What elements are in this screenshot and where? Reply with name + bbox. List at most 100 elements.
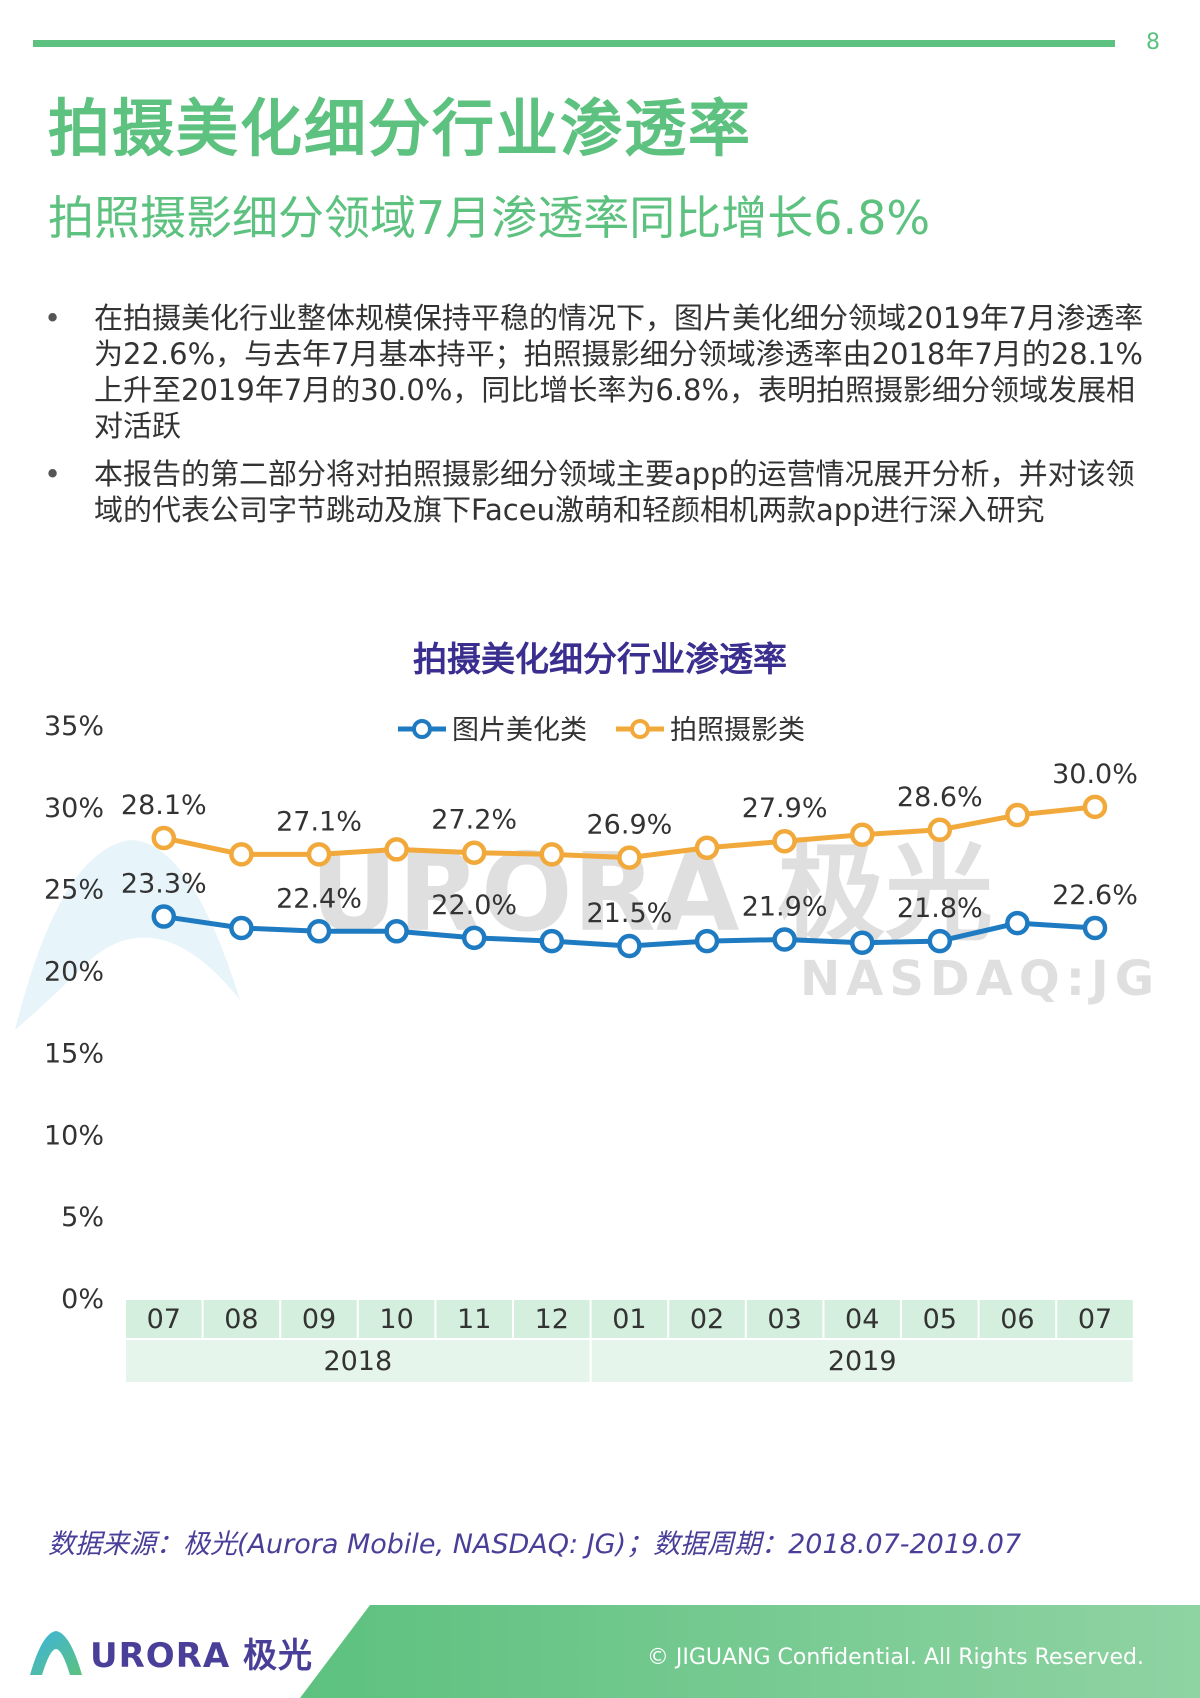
bullet-dot-icon: •: [44, 301, 62, 335]
x-tick-label: 06: [1000, 1304, 1034, 1335]
x-group-cell: [591, 1340, 1133, 1382]
bullet-list: • 在拍摄美化行业整体规模保持平稳的情况下，图片美化细分领域2019年7月渗透率为…: [44, 300, 1154, 540]
data-label: 21.8%: [897, 893, 983, 924]
y-tick-label: 30%: [44, 793, 104, 824]
y-tick-label: 10%: [44, 1120, 104, 1151]
data-point: [1082, 794, 1108, 820]
x-group-label: 2019: [828, 1346, 897, 1377]
legend-label: 图片美化类: [452, 715, 587, 746]
x-tick-label: 10: [379, 1304, 413, 1335]
legend-label: 拍照摄影类: [670, 715, 805, 746]
y-tick-label: 25%: [44, 875, 104, 906]
footer-logo-text: URORA 极光: [90, 1635, 314, 1676]
data-label: 21.5%: [587, 898, 673, 929]
x-tick-label: 07: [147, 1304, 181, 1335]
footer-copyright: © JIGUANG Confidential. All Rights Reser…: [646, 1645, 1144, 1670]
bullet-dot-icon: •: [44, 457, 62, 491]
data-point: [617, 845, 642, 870]
x-tick-cell: [824, 1300, 900, 1338]
chart-title: 拍摄美化细分行业渗透率: [413, 640, 787, 680]
watermark-aurora-icon: [15, 840, 240, 1030]
data-point: [772, 927, 797, 952]
data-label: 23.3%: [121, 869, 207, 900]
legend-marker: [630, 719, 650, 739]
x-tick-label: 01: [612, 1304, 646, 1335]
chart-legend: 图片美化类 拍照摄影类: [398, 715, 805, 746]
data-point: [927, 928, 953, 954]
x-tick-label: 07: [1078, 1304, 1112, 1335]
top-rule: [33, 40, 1115, 47]
data-label: 30.0%: [1052, 759, 1138, 790]
legend-marker: [412, 719, 432, 739]
data-point: [461, 925, 487, 951]
page-subtitle: 拍照摄影细分领域7月渗透率同比增长6.8%: [48, 191, 931, 245]
x-tick-label: 12: [535, 1304, 569, 1335]
data-point: [384, 919, 409, 944]
x-tick-label: 08: [224, 1304, 258, 1335]
data-point: [306, 919, 332, 944]
x-tick-cell: [281, 1300, 357, 1338]
data-label: 27.2%: [431, 805, 517, 836]
x-tick-cell: [203, 1300, 280, 1338]
data-label: 22.6%: [1052, 880, 1138, 911]
data-point: [772, 828, 797, 854]
data-point: [461, 840, 487, 865]
data-point: [849, 822, 875, 847]
data-point: [1005, 910, 1030, 936]
data-point: [849, 930, 875, 955]
series-photography: 28.1% 27.1% 27.2% 26.9% 27.9% 28.6% 30.0%: [121, 759, 1138, 870]
y-tick-label: 20%: [44, 957, 104, 988]
y-tick-label: 35%: [44, 711, 104, 742]
footer-band: [300, 1605, 1200, 1698]
x-group-label: 2018: [323, 1346, 392, 1377]
data-point: [1005, 802, 1030, 828]
data-point: [229, 915, 254, 941]
aurora-logo-icon: [30, 1631, 82, 1675]
data-point: [539, 928, 565, 954]
data-point: [151, 904, 177, 929]
x-tick-label: 02: [690, 1304, 724, 1335]
series-photo-edit: 23.3% 22.4% 22.0% 21.5% 21.9% 21.8% 22.6%: [121, 869, 1138, 959]
series-layer: 23.3% 22.4% 22.0% 21.5% 21.9% 21.8% 22.6% 28.1%…: [121, 759, 1138, 959]
y-tick-label: 5%: [61, 1202, 104, 1233]
x-tick-label: 03: [767, 1304, 801, 1335]
x-tick-cell: [669, 1300, 745, 1338]
data-label: 27.1%: [276, 806, 362, 837]
page-number: 8: [1146, 30, 1160, 55]
data-label: 28.1%: [121, 790, 207, 821]
data-point: [617, 933, 642, 959]
bullet-text: 本报告的第二部分将对拍照摄影细分领域主要app的运营情况展开分析，并对该领域的代…: [94, 457, 1135, 527]
data-label: 21.9%: [742, 891, 828, 922]
x-tick-cell: [126, 1300, 202, 1338]
x-tick-cell: [1057, 1300, 1133, 1338]
data-point: [1082, 915, 1108, 941]
x-tick-cell: [358, 1300, 435, 1338]
x-tick-cell: [591, 1300, 668, 1338]
bullet-item: • 在拍摄美化行业整体规模保持平稳的情况下，图片美化细分领域2019年7月渗透率为…: [44, 300, 1154, 444]
watermark-ticker: NASDAQ:JG: [800, 951, 1160, 1007]
legend-item: 拍照摄影类: [616, 715, 805, 746]
data-label: 28.6%: [897, 782, 983, 813]
x-tick-cell: [902, 1300, 978, 1338]
x-axis: 07 08 09 10 11 12 01 02 03 04 05 06 07 2018 2019: [126, 1300, 1133, 1382]
data-label: 22.0%: [431, 890, 517, 921]
data-source: 数据来源：极光(Aurora Mobile, NASDAQ: JG)；数据周期：…: [48, 1529, 1022, 1560]
footer-logo: URORA 极光: [28, 1622, 313, 1682]
data-point: [927, 817, 953, 843]
data-point: [384, 837, 409, 862]
data-point: [306, 842, 332, 867]
bullet-text: 在拍摄美化行业整体规模保持平稳的情况下，图片美化细分领域2019年7月渗透率为2…: [94, 301, 1144, 443]
data-point: [694, 835, 720, 861]
data-label: 27.9%: [742, 793, 828, 824]
y-axis: 0% 5% 10% 15% 20% 25% 30% 35%: [44, 711, 104, 1315]
data-point: [229, 842, 254, 867]
legend-item: 图片美化类: [398, 715, 587, 746]
y-tick-label: 15%: [44, 1038, 104, 1069]
x-tick-cell: [746, 1300, 823, 1338]
x-tick-label: 05: [923, 1304, 957, 1335]
x-tick-cell: [436, 1300, 512, 1338]
bullet-item: • 本报告的第二部分将对拍照摄影细分领域主要app的运营情况展开分析，并对该领域的…: [44, 456, 1154, 528]
data-point: [539, 842, 565, 867]
x-tick-label: 11: [457, 1304, 491, 1335]
data-label: 22.4%: [276, 883, 362, 914]
